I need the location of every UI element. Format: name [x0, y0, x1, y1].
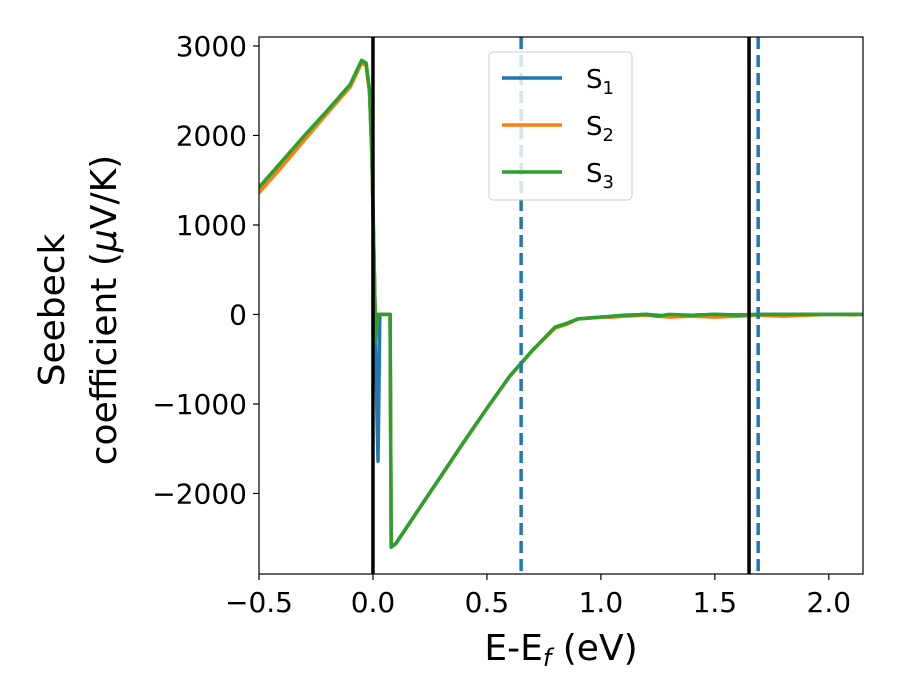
- legend-label-1: S1: [586, 65, 614, 99]
- y-tick-label: 0: [229, 298, 247, 331]
- x-axis-title: E-Ef (eV): [484, 628, 637, 672]
- plot-area: [258, 36, 864, 575]
- x-axis-title-main: E-E: [484, 628, 542, 669]
- x-tick-label: 2.0: [807, 586, 852, 619]
- x-tick-label: 1.5: [693, 586, 738, 619]
- y-axis-title: Seebeck coefficient (μV/K): [32, 155, 125, 465]
- legend-label-2: S2: [586, 112, 614, 146]
- y-axis-title-prefix: coefficient (: [84, 252, 125, 465]
- x-axis: −0.5 0.0 0.5 1.0 1.5 2.0: [225, 574, 851, 619]
- vline-layer: [371, 37, 760, 574]
- legend-label-3: S3: [586, 159, 614, 193]
- y-tick-label: 2000: [176, 119, 247, 152]
- y-tick-label: −1000: [152, 388, 247, 421]
- series-line-3: [259, 58, 863, 549]
- x-tick-label: 1.0: [579, 586, 624, 619]
- x-tick-label: 0.5: [465, 586, 510, 619]
- plot-frame: [258, 36, 864, 575]
- y-axis-title-line1: Seebeck: [32, 233, 73, 386]
- x-axis-title-unit: (eV): [551, 628, 637, 669]
- legend: S1 S2 S3: [488, 51, 633, 201]
- y-axis: −2000 −1000 0 1000 2000 3000: [152, 30, 259, 510]
- x-tick-label: 0.0: [351, 586, 396, 619]
- y-tick-label: 3000: [176, 30, 247, 63]
- y-axis-title-line2: coefficient (μV/K): [84, 155, 125, 465]
- y-tick-label: −2000: [152, 477, 247, 510]
- legend-items: S1 S2 S3: [502, 65, 614, 193]
- y-axis-title-suffix: V/K): [84, 155, 125, 229]
- series-layer: [259, 58, 863, 549]
- y-tick-label: 1000: [176, 209, 247, 242]
- y-axis-title-mu: μ: [84, 229, 125, 253]
- x-tick-label: −0.5: [225, 586, 293, 619]
